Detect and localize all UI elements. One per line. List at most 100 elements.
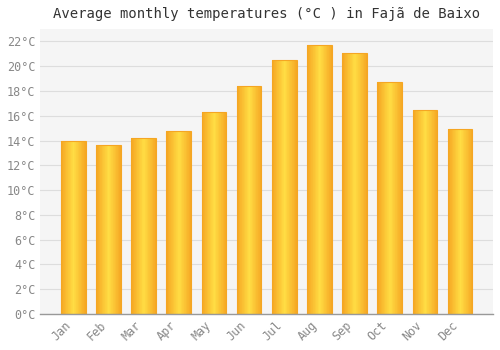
- Bar: [84, 140, 85, 314]
- Bar: [74, 140, 75, 314]
- Bar: [103, 146, 104, 314]
- Bar: [141, 138, 142, 314]
- Bar: [210, 112, 211, 314]
- Bar: [456, 130, 457, 314]
- Bar: [254, 86, 255, 314]
- Bar: [190, 131, 191, 314]
- Bar: [67, 140, 68, 314]
- Bar: [186, 131, 188, 314]
- Bar: [354, 52, 355, 314]
- Bar: [237, 86, 238, 314]
- Bar: [342, 52, 367, 314]
- Bar: [285, 60, 286, 314]
- Bar: [272, 60, 273, 314]
- Bar: [357, 52, 358, 314]
- Bar: [289, 60, 290, 314]
- Bar: [390, 82, 391, 314]
- Bar: [204, 112, 206, 314]
- Bar: [138, 138, 139, 314]
- Bar: [420, 110, 422, 314]
- Bar: [425, 110, 426, 314]
- Bar: [428, 110, 430, 314]
- Bar: [100, 146, 101, 314]
- Bar: [320, 45, 322, 314]
- Bar: [218, 112, 219, 314]
- Bar: [434, 110, 435, 314]
- Bar: [108, 146, 109, 314]
- Bar: [283, 60, 284, 314]
- Bar: [249, 86, 250, 314]
- Bar: [319, 45, 320, 314]
- Bar: [238, 86, 239, 314]
- Bar: [470, 130, 471, 314]
- Bar: [326, 45, 327, 314]
- Bar: [216, 112, 217, 314]
- Bar: [252, 86, 253, 314]
- Bar: [244, 86, 245, 314]
- Bar: [223, 112, 224, 314]
- Bar: [453, 130, 454, 314]
- Bar: [317, 45, 318, 314]
- Bar: [149, 138, 150, 314]
- Bar: [381, 82, 382, 314]
- Bar: [72, 140, 73, 314]
- Bar: [290, 60, 291, 314]
- Bar: [189, 131, 190, 314]
- Bar: [322, 45, 323, 314]
- Bar: [342, 52, 343, 314]
- Bar: [454, 130, 455, 314]
- Bar: [66, 140, 67, 314]
- Bar: [349, 52, 350, 314]
- Bar: [176, 131, 177, 314]
- Bar: [119, 146, 120, 314]
- Bar: [65, 140, 66, 314]
- Bar: [311, 45, 312, 314]
- Bar: [397, 82, 398, 314]
- Bar: [273, 60, 274, 314]
- Bar: [365, 52, 366, 314]
- Bar: [144, 138, 145, 314]
- Bar: [245, 86, 246, 314]
- Bar: [451, 130, 452, 314]
- Bar: [307, 45, 308, 314]
- Bar: [181, 131, 182, 314]
- Bar: [449, 130, 450, 314]
- Bar: [80, 140, 81, 314]
- Bar: [427, 110, 428, 314]
- Bar: [467, 130, 468, 314]
- Bar: [61, 140, 62, 314]
- Bar: [219, 112, 220, 314]
- Bar: [282, 60, 283, 314]
- Bar: [350, 52, 351, 314]
- Bar: [177, 131, 178, 314]
- Bar: [240, 86, 241, 314]
- Bar: [150, 138, 151, 314]
- Bar: [345, 52, 346, 314]
- Bar: [362, 52, 363, 314]
- Bar: [346, 52, 347, 314]
- Bar: [461, 130, 462, 314]
- Bar: [242, 86, 243, 314]
- Bar: [383, 82, 384, 314]
- Bar: [348, 52, 349, 314]
- Bar: [101, 146, 102, 314]
- Bar: [423, 110, 424, 314]
- Bar: [174, 131, 175, 314]
- Bar: [309, 45, 310, 314]
- Bar: [115, 146, 116, 314]
- Bar: [182, 131, 183, 314]
- Bar: [272, 60, 296, 314]
- Bar: [415, 110, 416, 314]
- Bar: [153, 138, 154, 314]
- Bar: [330, 45, 331, 314]
- Bar: [431, 110, 432, 314]
- Bar: [276, 60, 277, 314]
- Bar: [394, 82, 396, 314]
- Bar: [471, 130, 472, 314]
- Bar: [99, 146, 100, 314]
- Bar: [180, 131, 181, 314]
- Bar: [286, 60, 288, 314]
- Bar: [292, 60, 293, 314]
- Bar: [316, 45, 317, 314]
- Bar: [85, 140, 86, 314]
